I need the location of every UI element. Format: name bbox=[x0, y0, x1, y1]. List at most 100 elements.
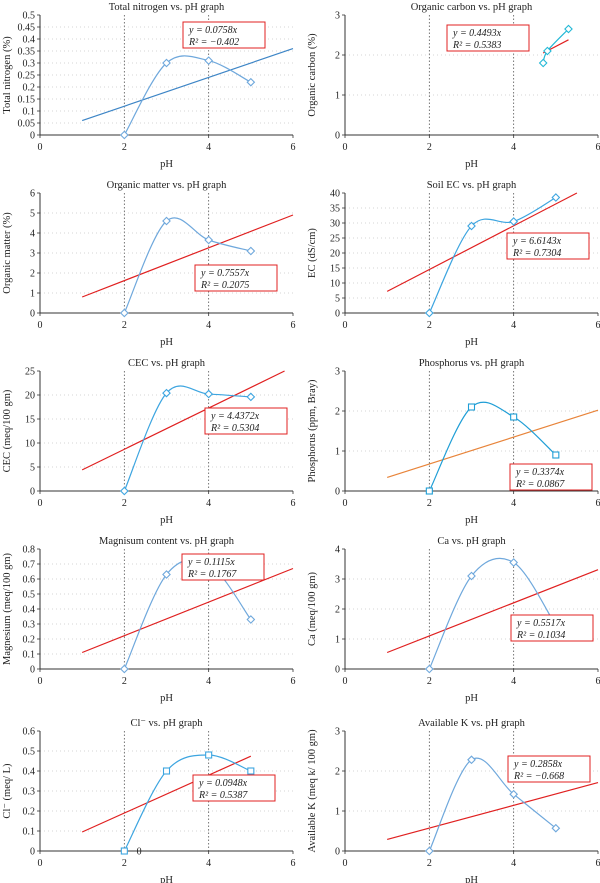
y-tick-label: 15 bbox=[25, 415, 35, 426]
y-tick-label: 0.2 bbox=[23, 635, 36, 646]
r-squared-label: R² = −0.402 bbox=[188, 37, 239, 48]
equation-box bbox=[192, 774, 276, 802]
data-point-square bbox=[425, 487, 433, 495]
y-tick-label: 0.05 bbox=[18, 119, 36, 130]
equation-box bbox=[181, 553, 265, 581]
r-squared-label: R² = 0.0867 bbox=[515, 479, 565, 490]
x-tick-label: 2 bbox=[427, 676, 432, 687]
series-curve bbox=[428, 401, 557, 492]
regression-equation: y = 0.0758x bbox=[188, 25, 238, 36]
y-tick-label: 0.5 bbox=[23, 590, 36, 601]
y-tick-label: 15 bbox=[330, 264, 340, 275]
x-axis-label: pH bbox=[160, 875, 173, 883]
r-squared-label: R² = 0.1767 bbox=[187, 569, 237, 580]
y-tick-label: 0.4 bbox=[23, 767, 36, 778]
y-tick-label: 10 bbox=[25, 439, 35, 450]
regression-equation: y = 0.1115x bbox=[187, 557, 235, 568]
y-tick-label: 1 bbox=[335, 807, 340, 818]
chart-panel-8: Ca vs. pH graph 0 1 2 3 4 0 2 4 6 pH Ca (meq/100 gm… bbox=[307, 536, 600, 704]
x-axis-label: pH bbox=[465, 693, 478, 704]
y-axis-label: Organic matter (%) bbox=[2, 212, 13, 294]
data-point-diamond bbox=[162, 570, 171, 579]
y-tick-label: 20 bbox=[330, 249, 340, 260]
y-tick-label: 5 bbox=[30, 209, 35, 220]
equation-box bbox=[182, 21, 266, 49]
r-squared-label: R² = 0.1034 bbox=[516, 630, 565, 641]
y-tick-label: 2 bbox=[335, 605, 340, 616]
equation-box bbox=[194, 264, 278, 292]
data-point-diamond bbox=[551, 823, 561, 833]
x-tick-label: 4 bbox=[206, 142, 211, 153]
trendline bbox=[81, 214, 294, 298]
x-tick-label: 2 bbox=[122, 858, 127, 869]
y-tick-label: 0 bbox=[335, 131, 340, 142]
x-tick-label: 6 bbox=[291, 676, 296, 687]
data-point-square bbox=[120, 847, 128, 855]
y-tick-label: 0.6 bbox=[23, 575, 36, 586]
chart-panel-1: Total nitrogen vs. pH graph00.050.10.150… bbox=[2, 2, 296, 170]
y-tick-label: 0.5 bbox=[23, 747, 36, 758]
y-tick-label: 0.1 bbox=[23, 107, 36, 118]
y-tick-label: 25 bbox=[330, 234, 340, 245]
chart-panel-10: Available K vs. pH graph 0 1 2 3 0 2 4 6 pH Availa… bbox=[307, 718, 600, 883]
y-tick-label: 1 bbox=[335, 91, 340, 102]
regression-equation: y = 6.6143x bbox=[512, 236, 562, 247]
y-tick-label: 0.4 bbox=[23, 605, 36, 616]
data-point-diamond bbox=[424, 664, 434, 674]
chart-title: Cl⁻ vs. pH graph bbox=[130, 718, 203, 729]
x-tick-label: 2 bbox=[122, 676, 127, 687]
equation-box bbox=[446, 24, 530, 52]
y-tick-label: 2 bbox=[335, 51, 340, 62]
y-tick-label: 0.1 bbox=[23, 827, 36, 838]
equation-box bbox=[506, 232, 590, 260]
r-squared-label: R² = 0.2075 bbox=[200, 280, 249, 291]
x-tick-label: 6 bbox=[596, 498, 600, 509]
trendline bbox=[386, 569, 599, 654]
chart-title: Soil EC vs. pH graph bbox=[427, 180, 517, 191]
y-tick-label: 0 bbox=[335, 665, 340, 676]
x-axis-label: pH bbox=[465, 875, 478, 883]
y-tick-label: 0.2 bbox=[23, 83, 36, 94]
equation-box bbox=[509, 463, 593, 491]
data-point-diamond bbox=[119, 130, 129, 140]
y-axis-label: Organic carbon (%) bbox=[307, 33, 318, 117]
x-tick-label: 0 bbox=[343, 498, 348, 509]
y-tick-label: 2 bbox=[335, 767, 340, 778]
y-tick-label: 0 bbox=[335, 487, 340, 498]
chart-title: Organic carbon vs. pH graph bbox=[411, 2, 533, 13]
x-tick-label: 4 bbox=[206, 320, 211, 331]
y-axis-label: Available K (meq k/ 100 gm) bbox=[307, 729, 318, 853]
data-point-diamond bbox=[119, 664, 129, 674]
y-tick-label: 0 bbox=[30, 131, 35, 142]
regression-equation: y = 4.4372x bbox=[210, 411, 260, 422]
r-squared-label: R² = −0.668 bbox=[513, 771, 564, 782]
data-point-diamond bbox=[246, 392, 256, 402]
data-point-diamond bbox=[564, 24, 573, 34]
data-point-square bbox=[247, 767, 255, 775]
y-tick-label: 6 bbox=[30, 189, 35, 200]
x-tick-label: 2 bbox=[122, 498, 127, 509]
y-tick-label: 30 bbox=[330, 219, 340, 230]
y-tick-label: 0.1 bbox=[23, 650, 36, 661]
x-tick-label: 0 bbox=[38, 858, 43, 869]
x-tick-label: 0 bbox=[343, 858, 348, 869]
data-point-diamond bbox=[467, 221, 476, 231]
y-tick-label: 2 bbox=[335, 407, 340, 418]
y-tick-label: 5 bbox=[335, 294, 340, 305]
equation-box bbox=[507, 755, 591, 783]
x-tick-label: 6 bbox=[596, 320, 600, 331]
chart-panel-5: CEC vs. pH graph 0 5 10 15 20 25 0 2 4 6 pH CEC (meq… bbox=[2, 358, 296, 526]
data-point-diamond bbox=[551, 193, 561, 202]
y-tick-label: 4 bbox=[30, 229, 35, 240]
x-tick-label: 2 bbox=[427, 498, 432, 509]
series-curve bbox=[123, 217, 251, 314]
chart-title: Phosphorus vs. pH graph bbox=[419, 358, 525, 369]
data-point-diamond bbox=[509, 789, 519, 799]
data-point-diamond bbox=[543, 46, 552, 56]
y-tick-label: 0.45 bbox=[18, 23, 36, 34]
y-tick-label: 25 bbox=[25, 367, 35, 378]
annotation-label: 0 bbox=[137, 847, 142, 858]
data-point-diamond bbox=[509, 558, 519, 567]
x-tick-label: 0 bbox=[38, 676, 43, 687]
